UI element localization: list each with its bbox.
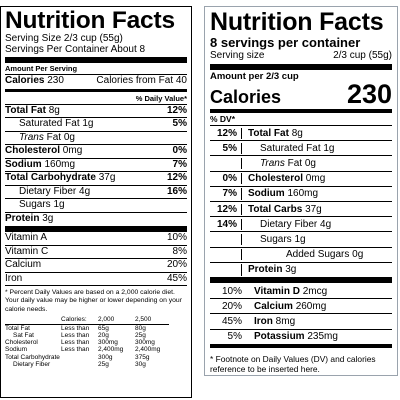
left-servings-per-container: Servings Per Container About 8: [5, 44, 146, 55]
right-row-saturated-fat: 5% Saturated Fat 1g: [210, 140, 392, 155]
left-row-vitamin-c: Vitamin C 8%: [5, 244, 187, 257]
left-dv-header: % Daily Value*: [135, 93, 187, 103]
left-calories-label: Calories: [5, 75, 45, 86]
right-servings: 8 servings per container: [210, 35, 361, 50]
right-amount-per: Amount per 2/3 cup: [210, 71, 299, 82]
left-footnote-table: Calories: 2,000 2,500 Total Fat Less than 65…: [5, 316, 187, 368]
right-row-trans-fat: Trans Fat 0g: [210, 155, 392, 170]
left-row-sugars: Sugars 1g: [5, 198, 187, 212]
right-footnote: * Footnote on Daily Values (DV) and calo…: [210, 353, 376, 374]
right-row-sodium: 7% Sodium 160mg: [210, 185, 392, 201]
left-row-trans-fat: Trans Fat 0g: [5, 130, 187, 145]
right-row-cholesterol: 0% Cholesterol 0mg: [210, 170, 392, 186]
right-dv-header: % DV*: [210, 114, 236, 124]
right-calories-label: Calories: [210, 87, 282, 107]
right-row-protein: Protein 3g: [210, 261, 392, 277]
right-row-calcium: 20% Calcium 260mg: [210, 298, 392, 313]
right-row-vitamin-d: 10% Vitamin D 2mcg: [221, 285, 328, 297]
right-serving-size-row: Serving size 2/3 cup (55g): [210, 50, 392, 61]
left-row-cholesterol: Cholesterol 0mg 0%: [5, 144, 187, 156]
right-row-iron: 45% Iron 8mg: [210, 313, 392, 328]
left-serving-size: Serving Size 2/3 cup (55g): [5, 33, 123, 44]
right-row-added-sugars: Added Sugars 0g: [210, 246, 392, 262]
right-row-potassium: 5% Potassium 235mg: [210, 328, 392, 344]
left-row-saturated-fat: Saturated Fat 1g 5%: [5, 117, 187, 131]
right-calories-value: 230: [346, 79, 392, 109]
left-row-vitamin-a: Vitamin A 10%: [5, 232, 187, 243]
right-row-dietary-fiber: 14% Dietary Fiber 4g: [210, 216, 392, 231]
left-row-protein: Protein 3g: [5, 211, 187, 226]
right-row-sugars: Sugars 1g: [210, 231, 392, 246]
left-row-calcium: Calcium 20%: [5, 258, 187, 270]
left-row-total-carbohydrate: Total Carbohydrate 37g 12%: [5, 171, 187, 183]
left-calories-row: Calories 230 Calories from Fat 40: [5, 74, 187, 88]
left-row-sodium: Sodium 160mg 7%: [5, 157, 187, 170]
right-row-total-carbs: 12% Total Carbs 37g: [210, 201, 392, 216]
left-calories-from-fat: Calories from Fat 40: [96, 75, 187, 86]
current-nutrition-label: Nutrition Facts Serving Size 2/3 cup (55…: [0, 6, 192, 398]
right-calories-row: Calories 230: [210, 81, 392, 108]
left-amount-per-serving: Amount Per Serving: [5, 64, 78, 73]
left-row-dietary-fiber: Dietary Fiber 4g 16%: [5, 184, 187, 199]
left-calories-value: 230: [47, 75, 64, 86]
left-row-iron: Iron 45%: [5, 271, 187, 284]
right-title: Nutrition Facts: [210, 8, 384, 36]
proposed-nutrition-label: Nutrition Facts 8 servings per container…: [204, 6, 398, 376]
left-row-total-fat: Total Fat 8g 12%: [5, 103, 187, 116]
right-row-total-fat: 12% Total Fat 8g: [210, 125, 392, 140]
left-footnote: * Percent Daily Values are based on a 2,…: [5, 289, 182, 313]
left-title: Nutrition Facts: [5, 7, 175, 34]
